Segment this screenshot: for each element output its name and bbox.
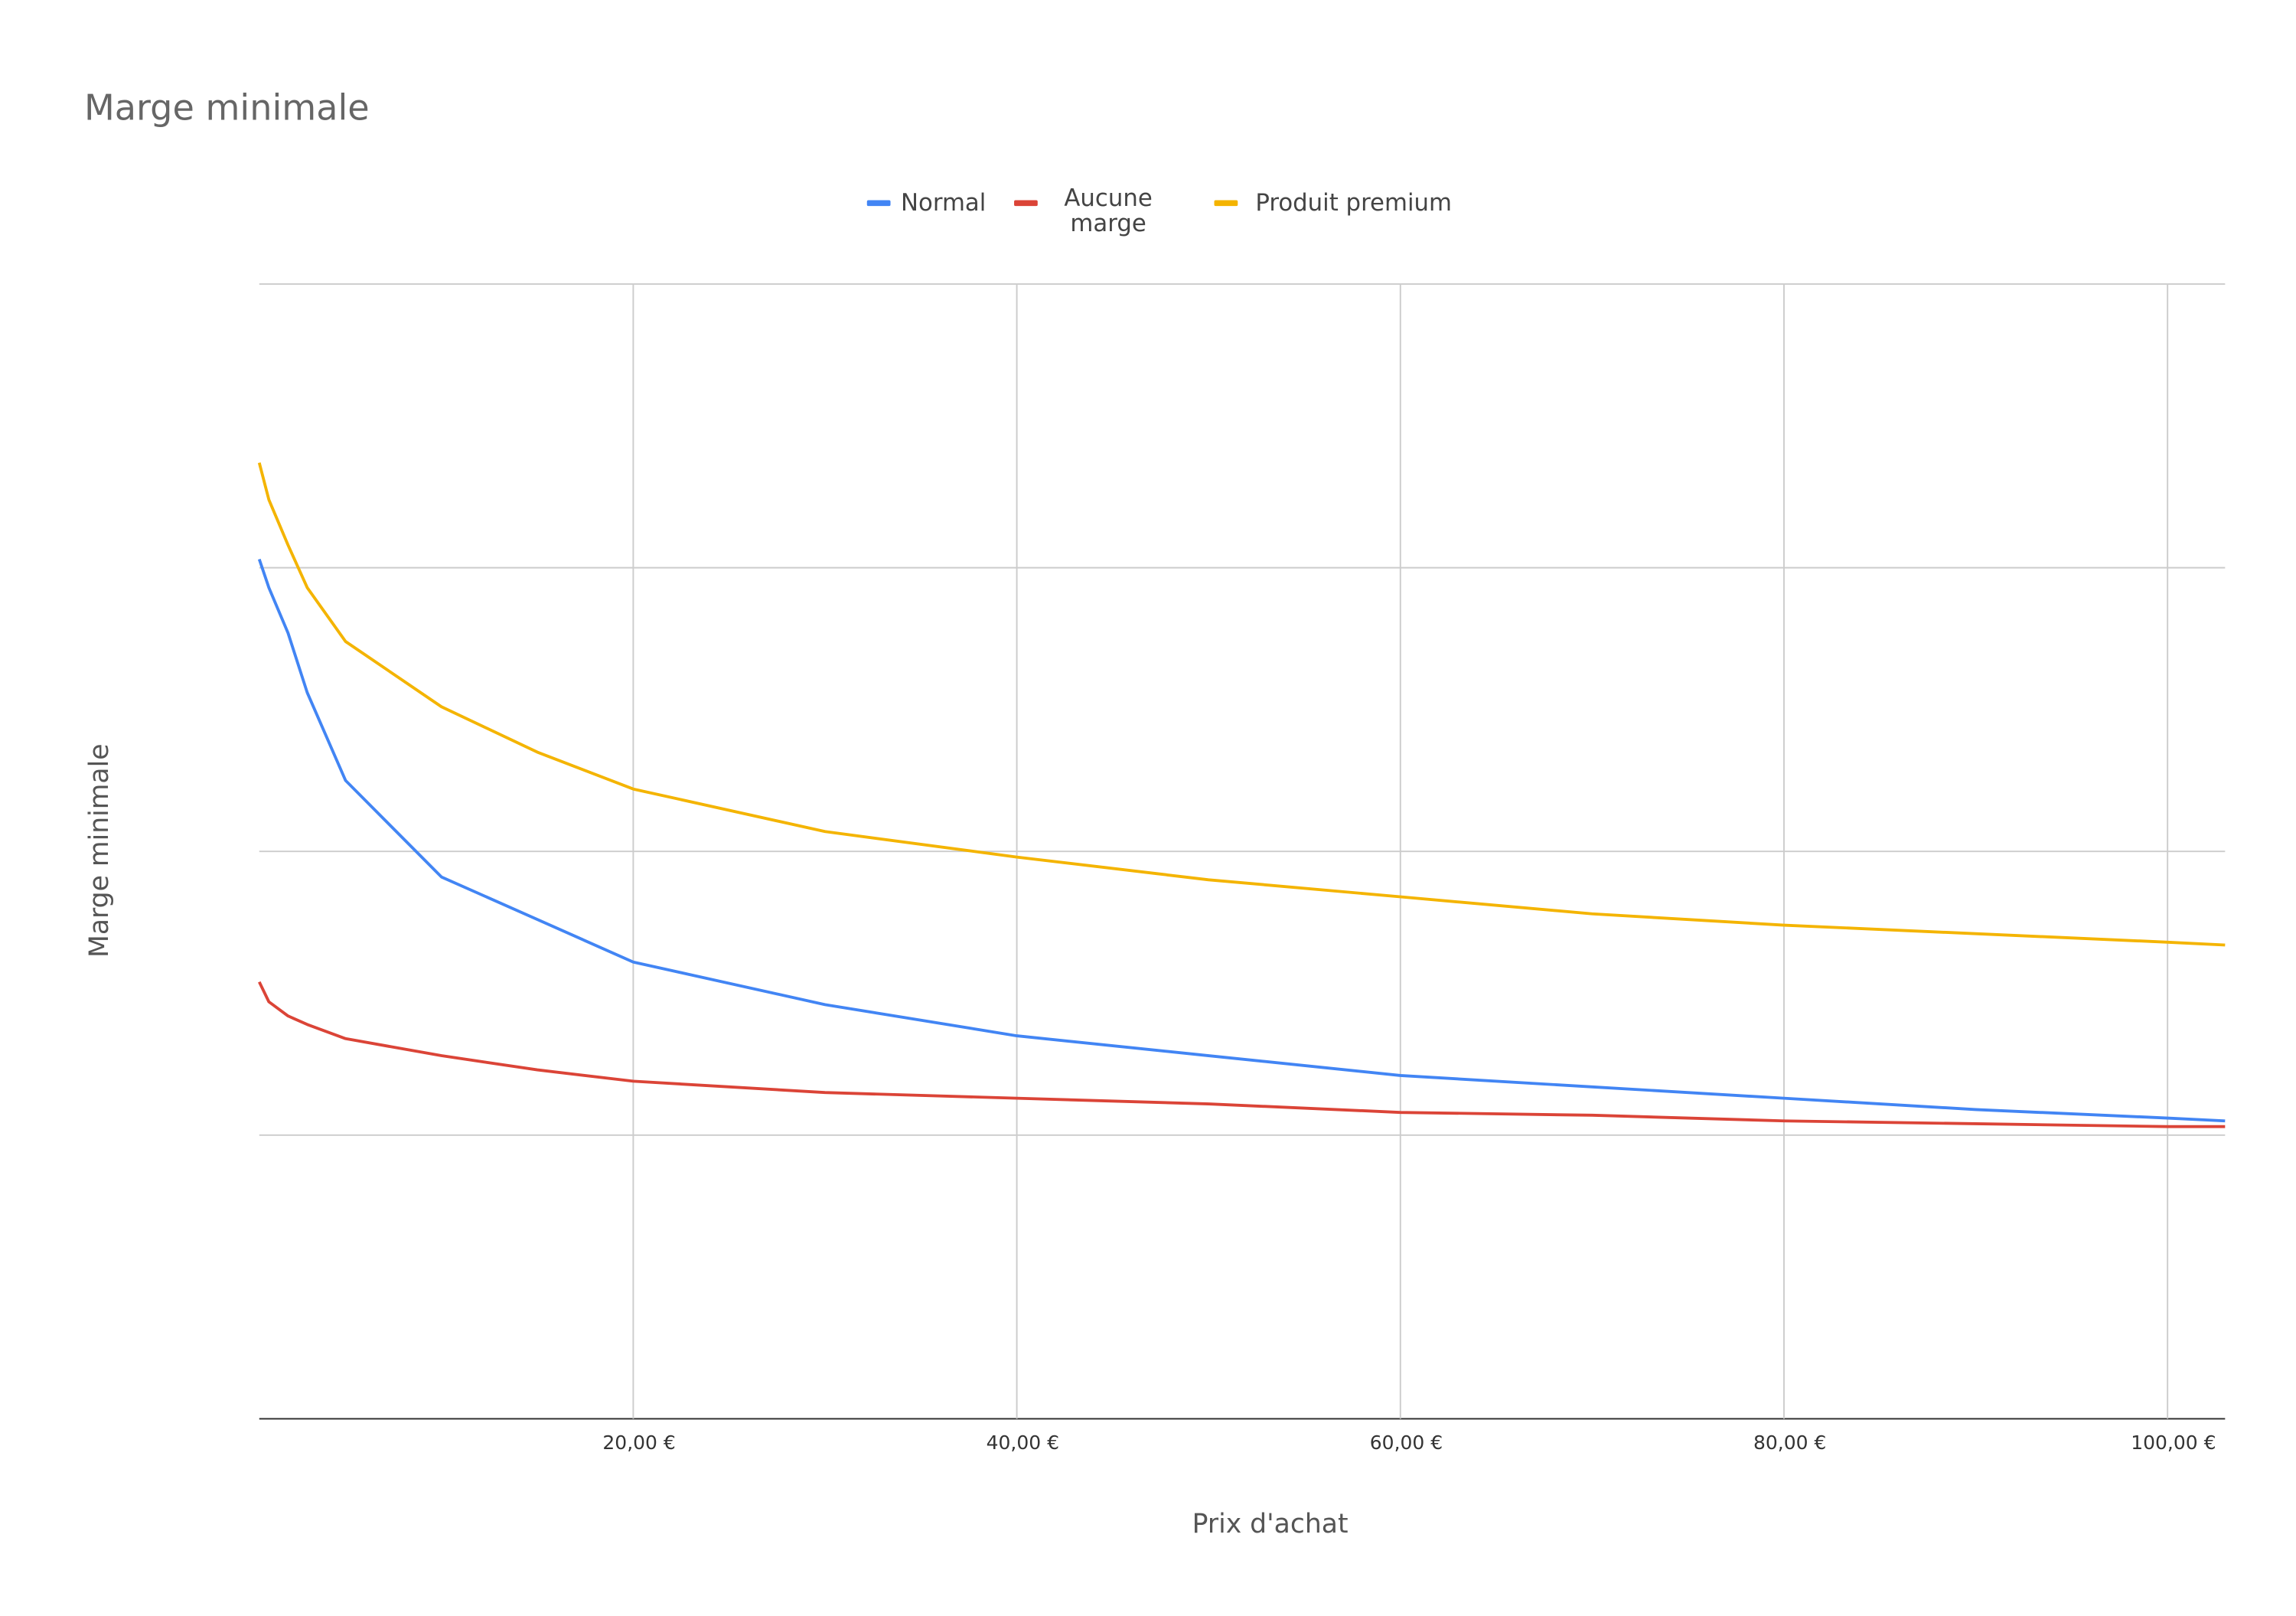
x-tick-label: 40,00 € (987, 1432, 1059, 1454)
legend-label: Normal (901, 188, 987, 217)
x-tick-label: 60,00 € (1370, 1432, 1443, 1454)
legend-label-box: Aucune marge (1064, 185, 1153, 237)
x-axis-title: Prix d'achat (1192, 1509, 1349, 1539)
chart-title: Marge minimale (84, 87, 370, 129)
x-tick-label: 80,00 € (1753, 1432, 1826, 1454)
legend-swatch (1014, 200, 1038, 207)
legend-label: Produit premium (1255, 188, 1452, 217)
legend-label: Aucune marge (1064, 185, 1153, 237)
line-series (257, 462, 2226, 947)
legend-swatch (1214, 200, 1238, 207)
legend-label-box: Normal (901, 188, 987, 217)
legend-label-box: Produit premium (1255, 188, 1452, 217)
legend-swatch (866, 200, 891, 207)
line-series (258, 981, 2226, 1128)
line-series (257, 558, 2226, 1123)
x-tick-label: 100,00 € (2131, 1432, 2216, 1454)
y-axis-title: Marge minimale (84, 743, 115, 958)
x-tick-label: 20,00 € (602, 1432, 675, 1454)
